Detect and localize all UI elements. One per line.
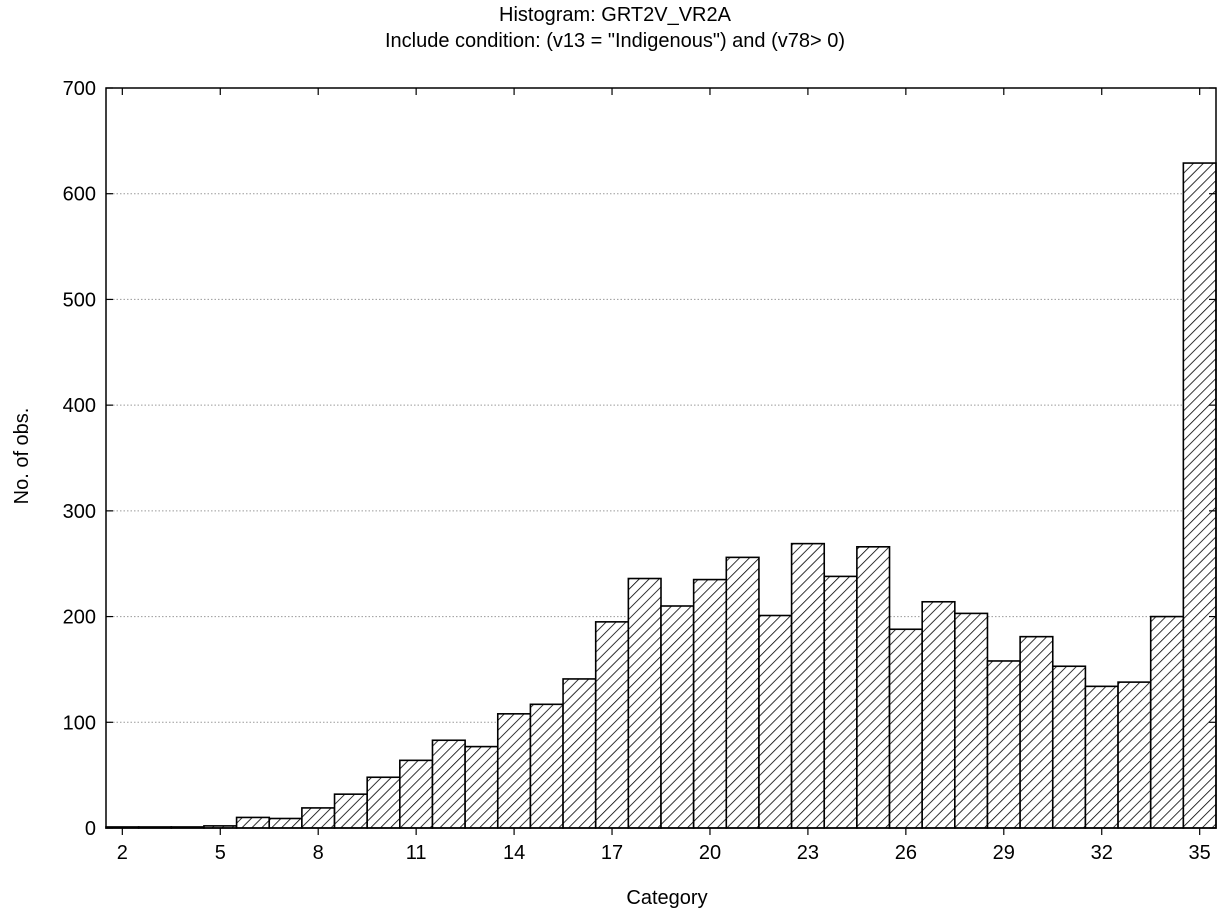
bar-15 [529, 703, 564, 829]
y-tick-label: 100 [63, 712, 96, 734]
bar-33 [1117, 681, 1152, 829]
bar-9 [333, 793, 368, 829]
x-tick-label: 23 [797, 842, 819, 864]
bar-30 [1019, 635, 1054, 829]
x-tick-label: 32 [1091, 842, 1113, 864]
chart-title: Histogram: GRT2V_VR2A [499, 4, 731, 26]
bar-24 [823, 575, 858, 829]
bar-31 [1051, 665, 1087, 829]
x-axis-label: Category [626, 887, 707, 909]
bar-26 [888, 628, 923, 829]
y-tick-label: 200 [63, 607, 96, 629]
bar-35 [1182, 162, 1217, 829]
x-tick-label: 14 [503, 842, 525, 864]
bar-10 [366, 776, 401, 829]
y-tick-label: 0 [85, 818, 96, 840]
x-tick-label: 11 [406, 842, 427, 864]
bar-19 [660, 605, 695, 829]
x-tick-label: 35 [1189, 842, 1211, 864]
axes: 0 100 200 300 400 500 600 700 2 5 8 11 14 17 20 23 26 29 3… [63, 78, 1216, 864]
x-tick-label: 17 [601, 842, 623, 864]
bar-27 [921, 600, 956, 829]
y-axis-label: No. of obs. [11, 408, 33, 505]
x-tick-label: 20 [699, 842, 721, 864]
bar-28 [954, 612, 989, 829]
bar-11 [399, 759, 434, 829]
bar-22 [758, 614, 793, 829]
bar-21 [725, 556, 760, 829]
x-tick-label: 8 [313, 842, 324, 864]
x-tick-label: 2 [117, 842, 128, 864]
plot-frame [105, 87, 1217, 829]
bars [105, 162, 1217, 829]
x-tick-label: 5 [215, 842, 226, 864]
chart-subtitle: Include condition: (v13 = "Indigenous") … [384, 30, 846, 52]
x-tick-label: 29 [993, 842, 1015, 864]
bar-32 [1084, 685, 1119, 829]
y-tick-label: 700 [63, 78, 96, 100]
bar-16 [562, 678, 597, 829]
y-tick-label: 300 [63, 501, 96, 523]
bar-23 [790, 542, 826, 829]
y-tick-label: 400 [63, 395, 96, 417]
x-tick-label: 26 [895, 842, 917, 864]
bar-18 [627, 577, 662, 829]
bar-20 [692, 578, 728, 829]
bar-7 [268, 817, 303, 829]
y-tick-label: 500 [63, 289, 96, 311]
bar-13 [464, 745, 499, 829]
bar-34 [1149, 615, 1185, 829]
bar-25 [856, 545, 891, 829]
bar-6 [235, 816, 271, 829]
bar-17 [594, 621, 630, 829]
bar-29 [986, 660, 1021, 829]
y-tick-label: 600 [63, 184, 96, 206]
bar-8 [301, 807, 336, 829]
bar-14 [496, 713, 532, 829]
bar-12 [431, 739, 466, 829]
